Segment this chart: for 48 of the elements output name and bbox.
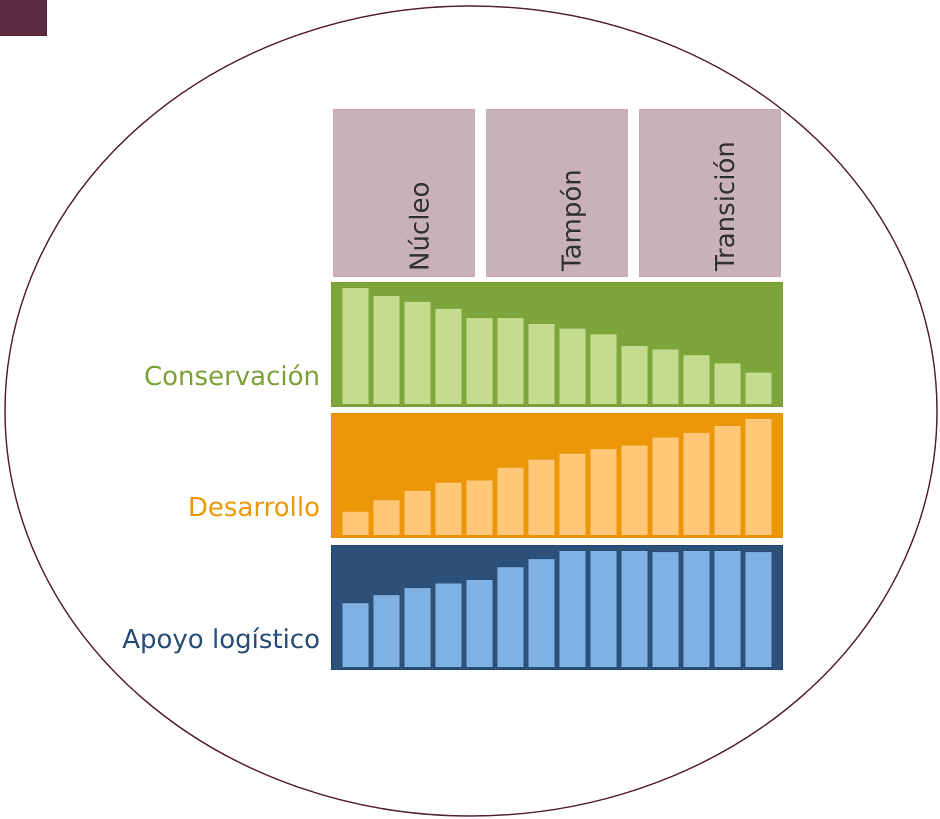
- bar: [559, 454, 586, 535]
- bar: [435, 308, 462, 404]
- bar: [590, 334, 617, 404]
- bar: [652, 349, 679, 404]
- bar: [714, 426, 741, 535]
- bar: [373, 595, 400, 667]
- y-axis-title: Desarrollo: [186, 493, 320, 523]
- bar: [714, 551, 741, 667]
- text: Tampón: [558, 169, 588, 271]
- bar: [466, 480, 493, 535]
- bar: [404, 490, 431, 535]
- bar: [497, 468, 524, 535]
- bar: [621, 346, 648, 404]
- bar: [497, 318, 524, 404]
- bar: [590, 551, 617, 667]
- bar: [590, 449, 617, 535]
- bar: [404, 302, 431, 404]
- bar: [621, 551, 648, 667]
- bar: [497, 567, 524, 667]
- bar: [528, 460, 555, 535]
- bar: [745, 419, 772, 535]
- bar: [683, 432, 710, 535]
- bar: [373, 296, 400, 404]
- bar: [466, 318, 493, 404]
- bar: [714, 363, 741, 404]
- bar: [559, 328, 586, 404]
- bar: [745, 372, 772, 404]
- bar: [342, 512, 369, 535]
- bar: [559, 551, 586, 667]
- bar: [621, 446, 648, 535]
- bar: [652, 438, 679, 535]
- bar: [652, 552, 679, 667]
- bar: [404, 588, 431, 667]
- bar: [683, 355, 710, 404]
- bar: [342, 288, 369, 404]
- y-axis-title: Conservación: [143, 362, 320, 392]
- bar: [373, 500, 400, 535]
- bar: [745, 552, 772, 667]
- bar: [528, 559, 555, 667]
- bar: [435, 583, 462, 667]
- bar: [528, 324, 555, 404]
- bar: [342, 603, 369, 667]
- y-axis-title: Apoyo logístico: [121, 625, 320, 655]
- text: Transición: [711, 141, 741, 271]
- bar: [435, 482, 462, 535]
- bar: [466, 580, 493, 667]
- text: Núcleo: [405, 182, 435, 271]
- bar: [683, 551, 710, 667]
